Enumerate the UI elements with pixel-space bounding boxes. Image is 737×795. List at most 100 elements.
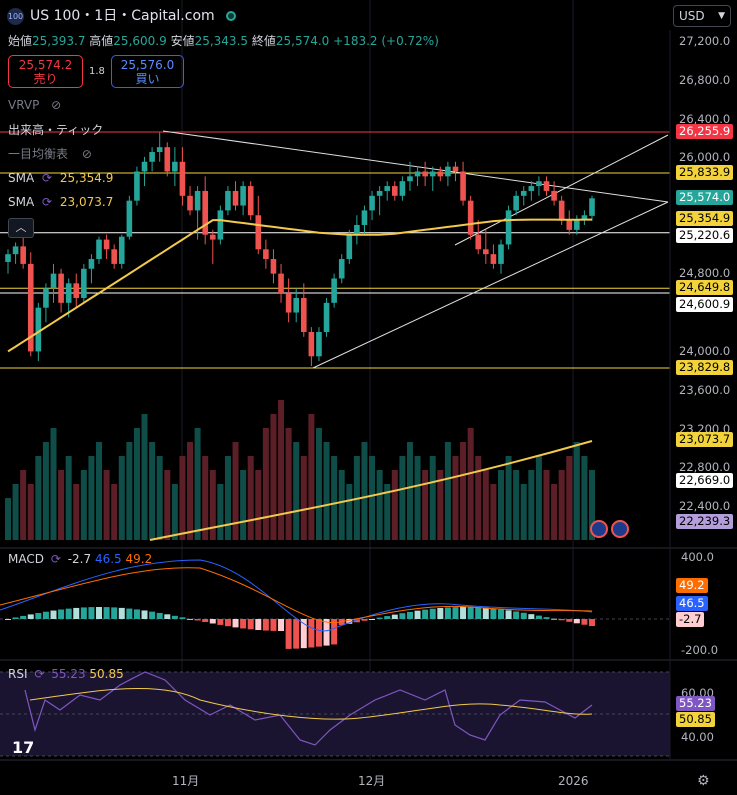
candle-body xyxy=(141,161,148,172)
macd-histogram-bar xyxy=(73,607,80,619)
volume-bar xyxy=(187,442,194,540)
eye-off-icon[interactable]: ⊘ xyxy=(81,147,92,161)
sell-button[interactable]: 25,574.2 売り xyxy=(8,55,83,88)
macd-histogram-bar xyxy=(164,614,171,619)
macd-signal-line xyxy=(0,567,593,624)
candle-body xyxy=(452,166,459,172)
macd-histogram-bar xyxy=(558,619,565,621)
macd-histogram-bar xyxy=(255,619,262,631)
candle-body xyxy=(589,198,595,216)
candle-body xyxy=(566,220,573,230)
candle-body xyxy=(270,259,277,274)
volume-bar xyxy=(346,484,353,540)
volume-bar xyxy=(331,456,338,540)
refresh-icon[interactable]: ⟳ xyxy=(42,171,53,185)
macd-axis-label: -200.0 xyxy=(681,643,719,657)
macd-histogram-bar xyxy=(444,607,451,619)
candle-body xyxy=(58,273,64,303)
candle-body xyxy=(551,190,557,201)
macd-histogram-bar xyxy=(406,611,413,619)
rsi-line xyxy=(24,671,593,746)
candle-body xyxy=(354,224,360,235)
candle-body xyxy=(483,249,489,255)
price-tag: 22,239.3 xyxy=(676,514,734,529)
price-axis-label: 26,400.0 xyxy=(679,112,731,126)
currency-select[interactable]: USD ▼ xyxy=(673,5,731,27)
event-us-icon[interactable] xyxy=(590,520,608,538)
volume-bar xyxy=(126,442,133,540)
volume-bar xyxy=(278,400,285,540)
sma1-legend[interactable]: SMA ⟳ 25,354.9 xyxy=(8,170,113,186)
buy-button[interactable]: 25,576.0 買い xyxy=(111,55,184,88)
macd-legend[interactable]: MACD ⟳ -2.7 46.5 49.2 xyxy=(8,552,152,566)
rsi-legend[interactable]: RSI ⟳ 55.23 50.85 xyxy=(8,667,124,681)
price-axis-label: 22,800.0 xyxy=(679,460,731,474)
ichimoku-legend[interactable]: 一目均衡表 ⊘ xyxy=(8,146,92,162)
volume-bar xyxy=(141,414,148,540)
event-us-icon[interactable] xyxy=(611,520,629,538)
candle-body xyxy=(88,259,95,269)
macd-histogram-bar xyxy=(224,619,231,627)
vrvp-legend[interactable]: VRVP ⊘ xyxy=(8,97,61,113)
macd-histogram-bar xyxy=(65,608,72,619)
candle-body xyxy=(536,181,542,187)
macd-tag: 46.5 xyxy=(676,596,708,611)
refresh-icon[interactable]: ⟳ xyxy=(34,667,45,681)
refresh-icon[interactable]: ⟳ xyxy=(50,552,61,566)
macd-histogram-bar xyxy=(103,607,110,619)
candle-body xyxy=(225,190,231,211)
open-value: 25,393.7 xyxy=(32,34,86,48)
macd-histogram-bar xyxy=(50,610,57,619)
macd-histogram-bar xyxy=(308,619,315,648)
candle-body xyxy=(65,283,72,303)
trendline-upper xyxy=(162,130,669,203)
volume-bar xyxy=(573,442,580,540)
macd-histogram-bar xyxy=(156,612,163,619)
candle-body xyxy=(134,171,140,201)
volume-bar xyxy=(414,456,421,540)
macd-histogram-bar xyxy=(429,608,436,619)
candle-body xyxy=(5,254,11,262)
vrvp-label: VRVP xyxy=(8,98,40,112)
trendline-channel xyxy=(454,134,669,246)
candle-body xyxy=(126,200,133,237)
refresh-icon[interactable]: ⟳ xyxy=(42,195,53,209)
volume-bar xyxy=(262,428,269,540)
candle-body xyxy=(346,234,353,260)
macd-histogram-bar xyxy=(111,607,118,619)
sma2-legend[interactable]: SMA ⟳ 23,073.7 xyxy=(8,194,113,210)
candle-body xyxy=(460,171,466,201)
price-axis-label: 27,200.0 xyxy=(679,34,731,48)
candle-body xyxy=(202,190,208,235)
rsi-tag: 50.85 xyxy=(676,712,715,727)
macd-histogram-bar xyxy=(543,617,550,619)
candle-body xyxy=(445,166,451,177)
price-tag: 24,649.8 xyxy=(676,280,734,295)
volume-bar xyxy=(293,442,300,540)
price-axis-label: 23,600.0 xyxy=(679,383,731,397)
eye-off-icon[interactable]: ⊘ xyxy=(51,98,62,112)
tradingview-logo[interactable]: 17 xyxy=(12,738,35,757)
symbol-badge[interactable]: 100 xyxy=(7,8,24,25)
time-axis-label: 2026 xyxy=(558,774,589,788)
volume-bar xyxy=(323,442,330,540)
symbol-title[interactable]: US 100・1日・Capital.com xyxy=(30,8,215,24)
candle-body xyxy=(498,244,504,264)
volume-legend[interactable]: 出来高・ティック xyxy=(8,123,104,137)
candle-body xyxy=(232,190,239,206)
collapse-legend-button[interactable]: ︿ xyxy=(8,218,34,238)
volume-bar xyxy=(255,470,262,540)
volume-bar xyxy=(156,456,163,540)
macd-histogram-bar xyxy=(566,619,573,622)
volume-bar xyxy=(452,456,459,540)
price-tag: 25,220.6 xyxy=(676,228,734,243)
volume-bar xyxy=(194,428,201,540)
candle-body xyxy=(338,259,345,279)
candle-body xyxy=(543,181,550,191)
volume-bar xyxy=(96,442,103,540)
macd-histogram-bar xyxy=(42,611,49,619)
macd-tag: 49.2 xyxy=(676,578,708,593)
settings-icon[interactable]: ⚙ xyxy=(697,773,710,789)
candle-body xyxy=(81,268,87,298)
